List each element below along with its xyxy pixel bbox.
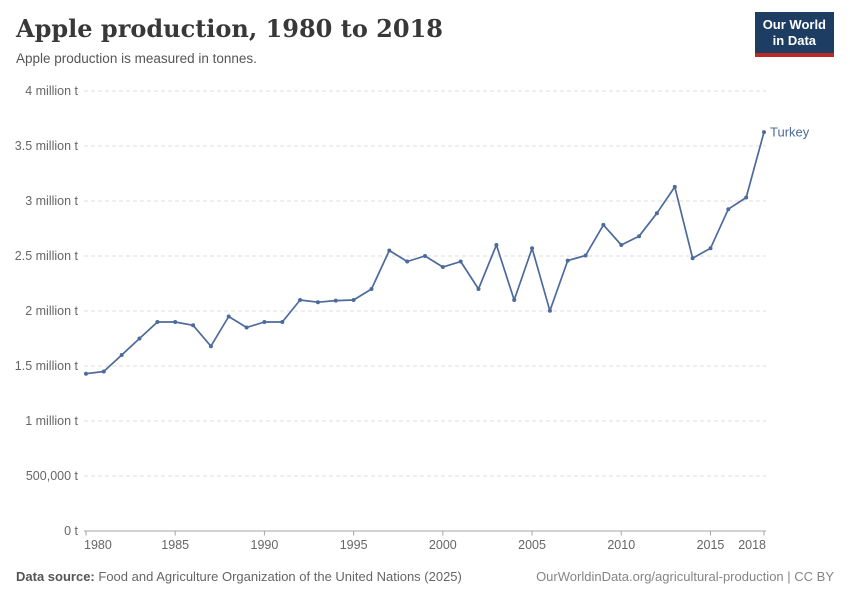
data-point[interactable]: [494, 243, 499, 247]
y-axis-tick-label: 4 million t: [25, 84, 78, 98]
page-title: Apple production, 1980 to 2018: [16, 14, 443, 43]
data-point[interactable]: [119, 353, 124, 357]
y-axis-tick-label: 1 million t: [25, 414, 78, 428]
data-source-label: Data source:: [16, 569, 95, 584]
data-point[interactable]: [333, 298, 338, 303]
data-point[interactable]: [744, 195, 749, 200]
data-point[interactable]: [173, 320, 178, 324]
data-source-note: Data source: Food and Agriculture Organi…: [16, 569, 462, 584]
data-point[interactable]: [672, 184, 677, 189]
data-point[interactable]: [423, 254, 427, 258]
data-point[interactable]: [315, 300, 320, 305]
data-point[interactable]: [458, 259, 463, 264]
x-axis-tick-label: 1980: [84, 538, 112, 552]
data-point[interactable]: [387, 248, 392, 253]
x-axis-tick-label: 2015: [697, 538, 725, 552]
x-axis-tick-label: 2018: [738, 538, 766, 552]
chart-footer: Data source: Food and Agriculture Organi…: [16, 569, 834, 584]
data-source-text: Food and Agriculture Organization of the…: [98, 569, 462, 584]
data-point[interactable]: [84, 371, 88, 376]
y-axis-tick-label: 1.5 million t: [15, 359, 79, 373]
y-axis-tick-label: 0 t: [64, 524, 78, 538]
y-axis-tick-label: 2.5 million t: [15, 249, 79, 263]
owid-logo-line1: Our World: [762, 17, 826, 32]
data-point[interactable]: [351, 298, 356, 302]
data-point[interactable]: [101, 369, 106, 374]
owid-logo-line2: in Data: [772, 32, 817, 48]
data-point[interactable]: [547, 308, 552, 313]
data-point[interactable]: [369, 287, 374, 291]
data-point[interactable]: [405, 259, 410, 264]
owid-logo[interactable]: Our World in Data: [754, 12, 834, 58]
data-point[interactable]: [530, 246, 535, 251]
data-point[interactable]: [137, 336, 142, 341]
data-point[interactable]: [298, 298, 303, 302]
x-axis-tick-label: 2005: [518, 538, 546, 552]
data-point[interactable]: [208, 344, 213, 349]
x-axis-tick-label: 2000: [429, 538, 457, 552]
data-point[interactable]: [244, 325, 249, 330]
x-axis-tick-label: 1985: [161, 538, 189, 552]
data-point[interactable]: [565, 258, 570, 263]
data-point[interactable]: [726, 207, 731, 212]
data-point[interactable]: [476, 287, 481, 291]
data-point[interactable]: [637, 234, 642, 239]
x-axis-tick-label: 1990: [251, 538, 279, 552]
data-point[interactable]: [654, 211, 659, 216]
data-point[interactable]: [708, 246, 713, 251]
series-label-turkey: Turkey: [770, 125, 810, 140]
data-point[interactable]: [690, 256, 695, 261]
y-axis-tick-label: 3.5 million t: [15, 139, 79, 153]
data-point[interactable]: [762, 130, 766, 135]
owid-url-link[interactable]: OurWorldinData.org/agricultural-producti…: [536, 569, 834, 584]
data-point[interactable]: [512, 298, 517, 302]
y-axis-tick-label: 2 million t: [25, 304, 78, 318]
data-point[interactable]: [280, 320, 285, 324]
data-point[interactable]: [155, 320, 160, 324]
data-point[interactable]: [601, 222, 606, 227]
x-axis-tick-label: 1995: [340, 538, 368, 552]
data-point[interactable]: [619, 243, 624, 247]
chart-subtitle: Apple production is measured in tonnes.: [16, 51, 257, 66]
data-point[interactable]: [191, 323, 196, 328]
data-point[interactable]: [440, 265, 445, 269]
data-point[interactable]: [226, 314, 231, 319]
y-axis-tick-label: 3 million t: [25, 194, 78, 208]
data-point[interactable]: [262, 320, 267, 324]
data-point[interactable]: [583, 253, 588, 258]
y-axis-tick-label: 500,000 t: [26, 469, 79, 483]
x-axis-tick-label: 2010: [607, 538, 635, 552]
series-line-turkey[interactable]: [85, 131, 765, 375]
